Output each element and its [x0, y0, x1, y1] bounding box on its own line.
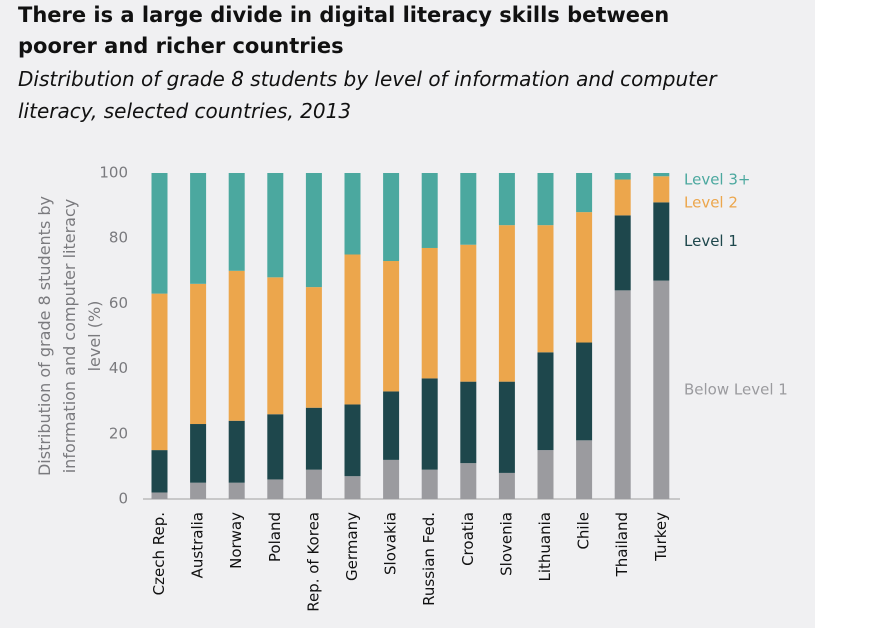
- bar-segment: [460, 463, 477, 499]
- bar-segment: [576, 173, 593, 213]
- bar-segment: [460, 173, 477, 245]
- bar-segment: [344, 254, 361, 405]
- x-tick-label: Turkey: [652, 512, 670, 562]
- background-panel: [0, 0, 815, 628]
- y-tick-label: 100: [99, 164, 128, 182]
- bar-segment: [190, 283, 207, 425]
- x-tick-label: Russian Fed.: [420, 512, 438, 606]
- x-tick-label: Slovakia: [382, 512, 400, 575]
- bar-segment: [151, 492, 168, 499]
- bar-segment: [537, 450, 554, 499]
- chart-subtitle: Distribution of grade 8 students by leve…: [18, 67, 717, 123]
- bar-segment: [267, 173, 284, 278]
- bar-segment: [614, 179, 631, 216]
- bar-segment: [344, 173, 361, 255]
- x-tick-label: Rep. of Korea: [304, 512, 322, 612]
- bar-segment: [421, 247, 438, 379]
- bar-segment: [614, 290, 631, 499]
- bar-segment: [267, 277, 284, 415]
- bar-segment: [228, 173, 245, 271]
- bar-segment: [421, 173, 438, 248]
- bar-segment: [305, 469, 322, 499]
- bar-segment: [383, 391, 400, 460]
- x-tick-label: Lithuania: [536, 512, 554, 581]
- bar-segment: [421, 378, 438, 470]
- bar-segment: [614, 215, 631, 291]
- bar-segment: [383, 459, 400, 499]
- x-tick-label: Thailand: [613, 512, 631, 577]
- bar-segment: [537, 225, 554, 353]
- y-tick-label: 60: [109, 294, 128, 312]
- bar-segment: [190, 173, 207, 284]
- bar-segment: [228, 270, 245, 421]
- bar-segment: [653, 173, 670, 177]
- bar-segment: [498, 173, 515, 226]
- x-tick-label: Slovenia: [497, 512, 515, 576]
- x-tick-label: Norway: [227, 512, 245, 569]
- bar-segment: [305, 287, 322, 408]
- bar-segment: [537, 173, 554, 226]
- y-tick-label: 20: [109, 424, 128, 442]
- legend-label: Level 1: [684, 232, 738, 250]
- legend-label: Level 2: [684, 194, 738, 212]
- y-tick-label: 80: [109, 229, 128, 247]
- bar-segment: [498, 472, 515, 499]
- legend-label: Level 3+: [684, 171, 750, 189]
- bar-segment: [344, 404, 361, 477]
- bar-segment: [653, 202, 670, 281]
- bar-segment: [576, 212, 593, 343]
- x-tick-label: Croatia: [459, 512, 477, 566]
- x-tick-label: Poland: [266, 512, 284, 562]
- bar-segment: [267, 414, 284, 480]
- bar-segment: [460, 381, 477, 464]
- bar-segment: [151, 173, 168, 294]
- bar-segment: [228, 482, 245, 499]
- x-tick-label: Czech Rep.: [150, 512, 168, 595]
- y-tick-label: 40: [109, 359, 128, 377]
- bar-segment: [421, 469, 438, 499]
- bar-segment: [151, 450, 168, 493]
- x-tick-label: Australia: [189, 512, 207, 578]
- bar-segment: [537, 352, 554, 451]
- bar-segment: [190, 482, 207, 499]
- bar-segment: [653, 176, 670, 203]
- bar-segment: [151, 293, 168, 451]
- bar-segment: [305, 407, 322, 470]
- bar-segment: [383, 173, 400, 262]
- bar-segment: [653, 280, 670, 499]
- y-axis-title: Distribution of grade 8 students by info…: [35, 195, 104, 477]
- x-tick-label: Germany: [343, 512, 361, 581]
- bar-segment: [576, 342, 593, 441]
- y-tick-label: 0: [118, 490, 128, 508]
- bar-segment: [190, 424, 207, 483]
- bar-segment: [498, 225, 515, 382]
- bar-segment: [576, 440, 593, 499]
- bar-segment: [383, 261, 400, 392]
- bar-segment: [460, 244, 477, 382]
- bar-segment: [228, 420, 245, 483]
- bar-segment: [267, 479, 284, 499]
- legend-label: Below Level 1: [684, 380, 788, 398]
- bar-segment: [305, 173, 322, 288]
- bar-segment: [614, 173, 631, 180]
- x-tick-label: Chile: [575, 512, 593, 550]
- chart-title: There is a large divide in digital liter…: [18, 3, 670, 58]
- bar-segment: [498, 381, 515, 473]
- bar-segment: [344, 476, 361, 499]
